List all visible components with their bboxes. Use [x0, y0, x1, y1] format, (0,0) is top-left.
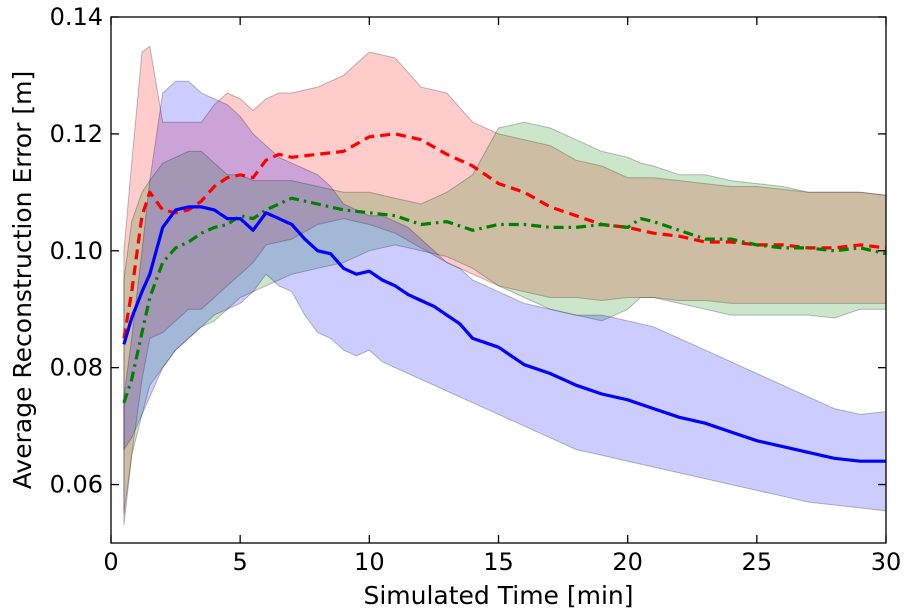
confidence-bands: [123, 45, 887, 526]
y-tick-label: 0.12: [50, 120, 103, 148]
axis-ticks: 0 5 10 15 20 25 30 0.06 0.08 0.10 0.12 0.14: [50, 3, 902, 576]
x-tick-label: 30: [871, 548, 902, 576]
x-tick-label: 25: [742, 548, 773, 576]
x-tick-label: 15: [483, 548, 514, 576]
y-tick-label: 0.14: [50, 3, 103, 31]
y-tick-label: 0.10: [50, 237, 103, 265]
series-2-line: [122, 205, 886, 463]
series-lines: [122, 132, 887, 463]
x-tick-label: 20: [612, 548, 643, 576]
x-tick-label: 10: [354, 548, 385, 576]
x-tick-label: 0: [103, 548, 118, 576]
y-axis-label: Average Reconstruction Error [m]: [8, 71, 37, 489]
x-tick-label: 5: [233, 548, 248, 576]
x-axis-label: Simulated Time [min]: [363, 581, 633, 609]
y-tick-label: 0.08: [50, 354, 103, 382]
series-1-line: [122, 196, 887, 404]
y-tick-label: 0.06: [50, 471, 103, 499]
